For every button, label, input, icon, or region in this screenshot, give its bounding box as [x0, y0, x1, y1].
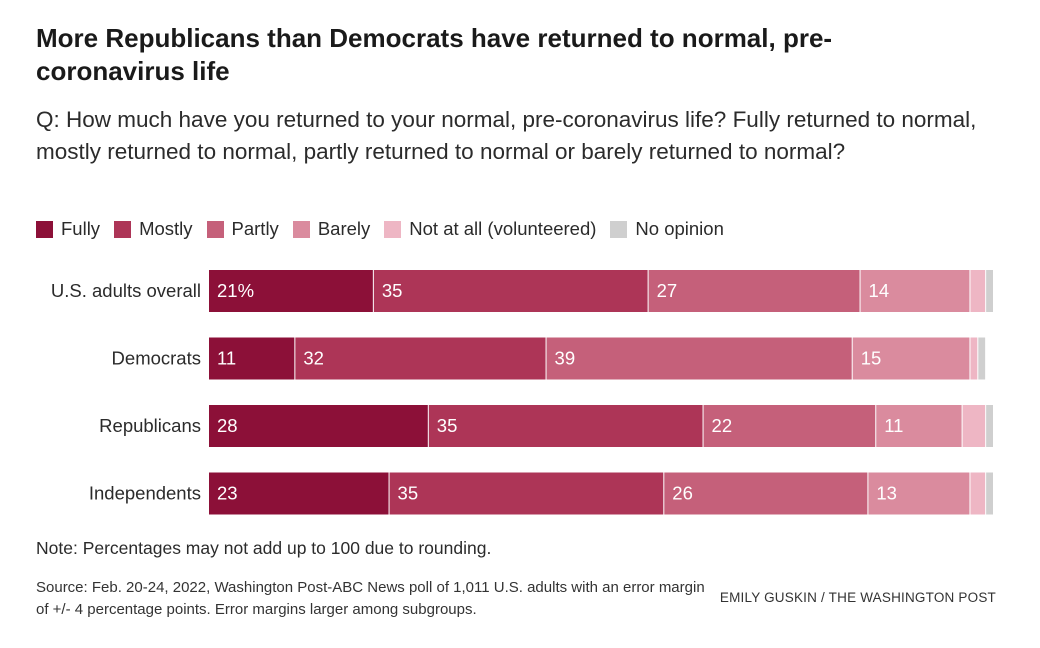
bar-segment: [970, 270, 986, 312]
bar-segment: [209, 405, 428, 447]
bar-segment: [876, 405, 962, 447]
legend-swatch: [384, 220, 402, 238]
data-label: 11: [217, 348, 236, 369]
bar-segment: [986, 472, 993, 515]
legend-swatch: [114, 220, 132, 238]
bar-segment: [295, 337, 546, 380]
legend-label: Not at all (volunteered): [409, 218, 597, 239]
chart-credit: EMILY GUSKIN / THE WASHINGTON POST: [719, 590, 996, 605]
chart-title: More Republicans than Democrats have ret…: [36, 23, 833, 86]
data-label: 22: [712, 415, 733, 436]
bar-segment: [209, 270, 373, 312]
legend-swatch: [610, 220, 628, 238]
category-label: Republicans: [99, 415, 201, 436]
data-label: 11: [884, 415, 903, 436]
legend-swatch: [206, 220, 224, 238]
legend-item: Not at all (volunteered): [384, 218, 596, 240]
bar-segment: [703, 405, 876, 447]
data-label: 35: [382, 280, 403, 301]
data-label: 35: [398, 483, 419, 504]
bar-segment: [860, 270, 970, 312]
chart-source: Source: Feb. 20-24, 2022, Washington Pos…: [36, 579, 705, 618]
bar-segment: [970, 337, 978, 380]
category-label: Democrats: [112, 348, 201, 369]
bar-segment: [428, 405, 703, 447]
data-label: 21%: [217, 280, 254, 301]
chart-note: Note: Percentages may not add up to 100 …: [36, 538, 492, 558]
data-label: 15: [861, 348, 882, 369]
bar-segment: [868, 472, 970, 515]
data-label: 23: [217, 483, 238, 504]
bar-segment: [389, 472, 664, 515]
bar-segment: [852, 337, 970, 380]
stacked-bar-chart: U.S. adults overall 21% 35 27 14 Democrats 11 3…: [51, 270, 993, 515]
legend: Fully Mostly Partly Barely Not at all (volun…: [36, 218, 738, 240]
legend-item: Partly: [206, 218, 279, 240]
legend-swatch: [292, 220, 310, 238]
bar-segment: [962, 405, 986, 447]
bar-segment: [209, 337, 295, 380]
bar-segment: [648, 270, 860, 312]
legend-label: Fully: [61, 218, 101, 239]
legend-label: Mostly: [139, 218, 193, 239]
data-label: 13: [876, 483, 897, 504]
bar-segment: [978, 337, 986, 380]
data-label: 28: [217, 415, 238, 436]
data-label: 26: [672, 483, 693, 504]
bar-segment: [970, 472, 986, 515]
category-label: Independents: [89, 483, 201, 504]
legend-item: Fully: [36, 218, 100, 240]
legend-label: Partly: [231, 218, 279, 239]
data-label: 14: [869, 280, 890, 301]
data-label: 32: [303, 348, 324, 369]
legend-swatch: [36, 220, 53, 238]
data-label: 27: [657, 280, 678, 301]
chart-subtitle: Q: How much have you returned to your no…: [36, 107, 977, 164]
data-label: 39: [555, 348, 576, 369]
legend-label: Barely: [317, 218, 371, 239]
bar-segment: [664, 472, 868, 515]
bar-segment: [546, 337, 852, 380]
category-label: U.S. adults overall: [51, 280, 201, 301]
bar-segment: [986, 405, 993, 447]
bar-segment: [986, 270, 993, 312]
bar-segment: [373, 270, 648, 312]
legend-item: Barely: [292, 218, 371, 240]
legend-item: Mostly: [114, 218, 193, 240]
legend-item: No opinion: [610, 218, 724, 240]
data-label: 35: [437, 415, 458, 436]
bar-segment: [209, 472, 389, 515]
legend-label: No opinion: [635, 218, 724, 239]
